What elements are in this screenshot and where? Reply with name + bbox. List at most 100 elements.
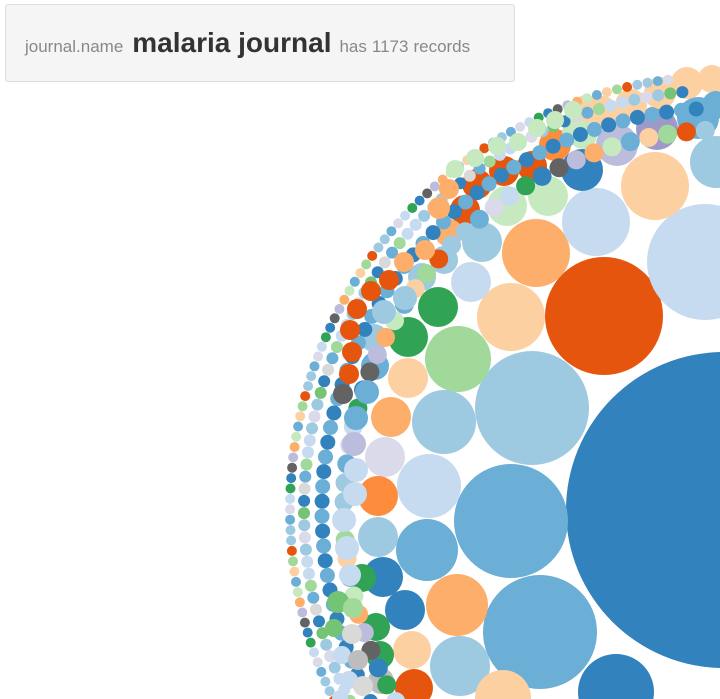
bubble[interactable] — [601, 117, 617, 133]
bubble[interactable] — [372, 300, 396, 324]
bubble[interactable] — [676, 122, 696, 142]
bubble[interactable] — [477, 283, 545, 351]
bubble[interactable] — [325, 619, 343, 637]
bubble[interactable] — [483, 575, 597, 689]
bubble[interactable] — [488, 137, 506, 155]
bubble[interactable] — [532, 145, 548, 161]
bubble[interactable] — [446, 204, 462, 220]
bubble[interactable] — [340, 320, 360, 340]
bubble[interactable] — [314, 386, 327, 399]
bubble[interactable] — [300, 391, 311, 402]
bubble[interactable] — [663, 74, 674, 85]
bubble[interactable] — [371, 397, 411, 437]
bubble[interactable] — [298, 531, 311, 544]
bubble[interactable] — [289, 566, 300, 577]
bubble[interactable] — [363, 694, 378, 699]
bubble[interactable] — [361, 281, 381, 301]
bubble[interactable] — [379, 270, 399, 290]
bubble[interactable] — [564, 101, 582, 119]
bubble[interactable] — [393, 218, 404, 229]
bubble[interactable] — [601, 87, 612, 98]
bubble[interactable] — [386, 226, 397, 237]
bubble[interactable] — [324, 686, 335, 697]
bubble[interactable] — [302, 446, 314, 459]
bubble[interactable] — [519, 152, 535, 168]
bubble[interactable] — [317, 553, 333, 569]
bubble[interactable] — [593, 103, 605, 115]
bubble[interactable] — [546, 111, 564, 129]
bubble[interactable] — [303, 434, 316, 447]
bubble[interactable] — [314, 508, 330, 524]
bubble[interactable] — [322, 363, 335, 376]
bubble[interactable] — [397, 454, 461, 518]
bubble[interactable] — [363, 557, 403, 597]
bubble[interactable] — [572, 127, 588, 142]
bubble[interactable] — [379, 234, 390, 245]
bubble[interactable] — [333, 646, 351, 664]
bubble[interactable] — [302, 567, 315, 580]
bubble[interactable] — [298, 494, 311, 507]
bubble[interactable] — [303, 381, 314, 392]
bubble[interactable] — [288, 452, 299, 463]
bubble[interactable] — [293, 421, 304, 432]
bubble[interactable] — [314, 493, 330, 509]
bubble[interactable] — [395, 669, 433, 699]
bubble[interactable] — [315, 479, 331, 494]
bubble[interactable] — [320, 434, 336, 450]
bubble[interactable] — [393, 631, 431, 669]
bubble[interactable] — [320, 332, 331, 343]
bubble[interactable] — [688, 101, 704, 117]
bubble[interactable] — [528, 119, 546, 137]
bubble[interactable] — [285, 525, 296, 536]
bubble[interactable] — [335, 536, 359, 560]
bubble[interactable] — [622, 82, 633, 92]
bubble[interactable] — [329, 313, 340, 324]
bubble[interactable] — [286, 535, 297, 546]
bubble[interactable] — [442, 235, 462, 255]
bubble[interactable] — [316, 538, 332, 554]
bubble[interactable] — [502, 219, 570, 287]
bubble[interactable] — [299, 617, 310, 628]
bubble[interactable] — [307, 591, 320, 604]
bubble[interactable] — [367, 250, 378, 261]
bubble[interactable] — [673, 102, 689, 118]
bubble[interactable] — [309, 647, 319, 658]
bubble[interactable] — [285, 514, 296, 525]
bubble[interactable] — [300, 458, 313, 471]
bubble[interactable] — [344, 458, 368, 482]
bubble[interactable] — [320, 676, 331, 687]
bubble[interactable] — [316, 464, 332, 480]
bubble[interactable] — [647, 204, 720, 320]
bubble[interactable] — [616, 96, 629, 109]
bubble[interactable] — [313, 351, 324, 362]
bubble[interactable] — [289, 442, 300, 452]
bubble[interactable] — [446, 160, 464, 178]
bubble[interactable] — [368, 658, 388, 678]
bubble[interactable] — [455, 222, 475, 242]
bubble[interactable] — [604, 99, 617, 112]
bubble[interactable] — [373, 242, 384, 253]
bubble[interactable] — [652, 76, 663, 87]
bubble[interactable] — [676, 86, 689, 99]
bubble[interactable] — [333, 384, 353, 404]
bubble[interactable] — [475, 351, 589, 465]
bubble[interactable] — [584, 143, 604, 163]
bubble[interactable] — [559, 132, 575, 148]
bubble[interactable] — [361, 259, 372, 270]
bubble[interactable] — [334, 304, 345, 314]
bubble[interactable] — [644, 107, 660, 122]
bubble[interactable] — [612, 84, 622, 95]
bubble[interactable] — [365, 437, 405, 477]
bubble[interactable] — [516, 176, 536, 196]
bubble[interactable] — [298, 507, 310, 520]
bubble[interactable] — [358, 517, 398, 557]
bubble[interactable] — [355, 380, 379, 404]
bubble[interactable] — [429, 181, 440, 192]
bubble[interactable] — [326, 352, 339, 365]
bubble[interactable] — [339, 564, 361, 586]
bubble[interactable] — [302, 627, 313, 638]
bubble[interactable] — [418, 287, 458, 327]
bubble[interactable] — [469, 209, 489, 229]
bubble[interactable] — [545, 257, 663, 375]
bubble[interactable] — [469, 185, 485, 201]
